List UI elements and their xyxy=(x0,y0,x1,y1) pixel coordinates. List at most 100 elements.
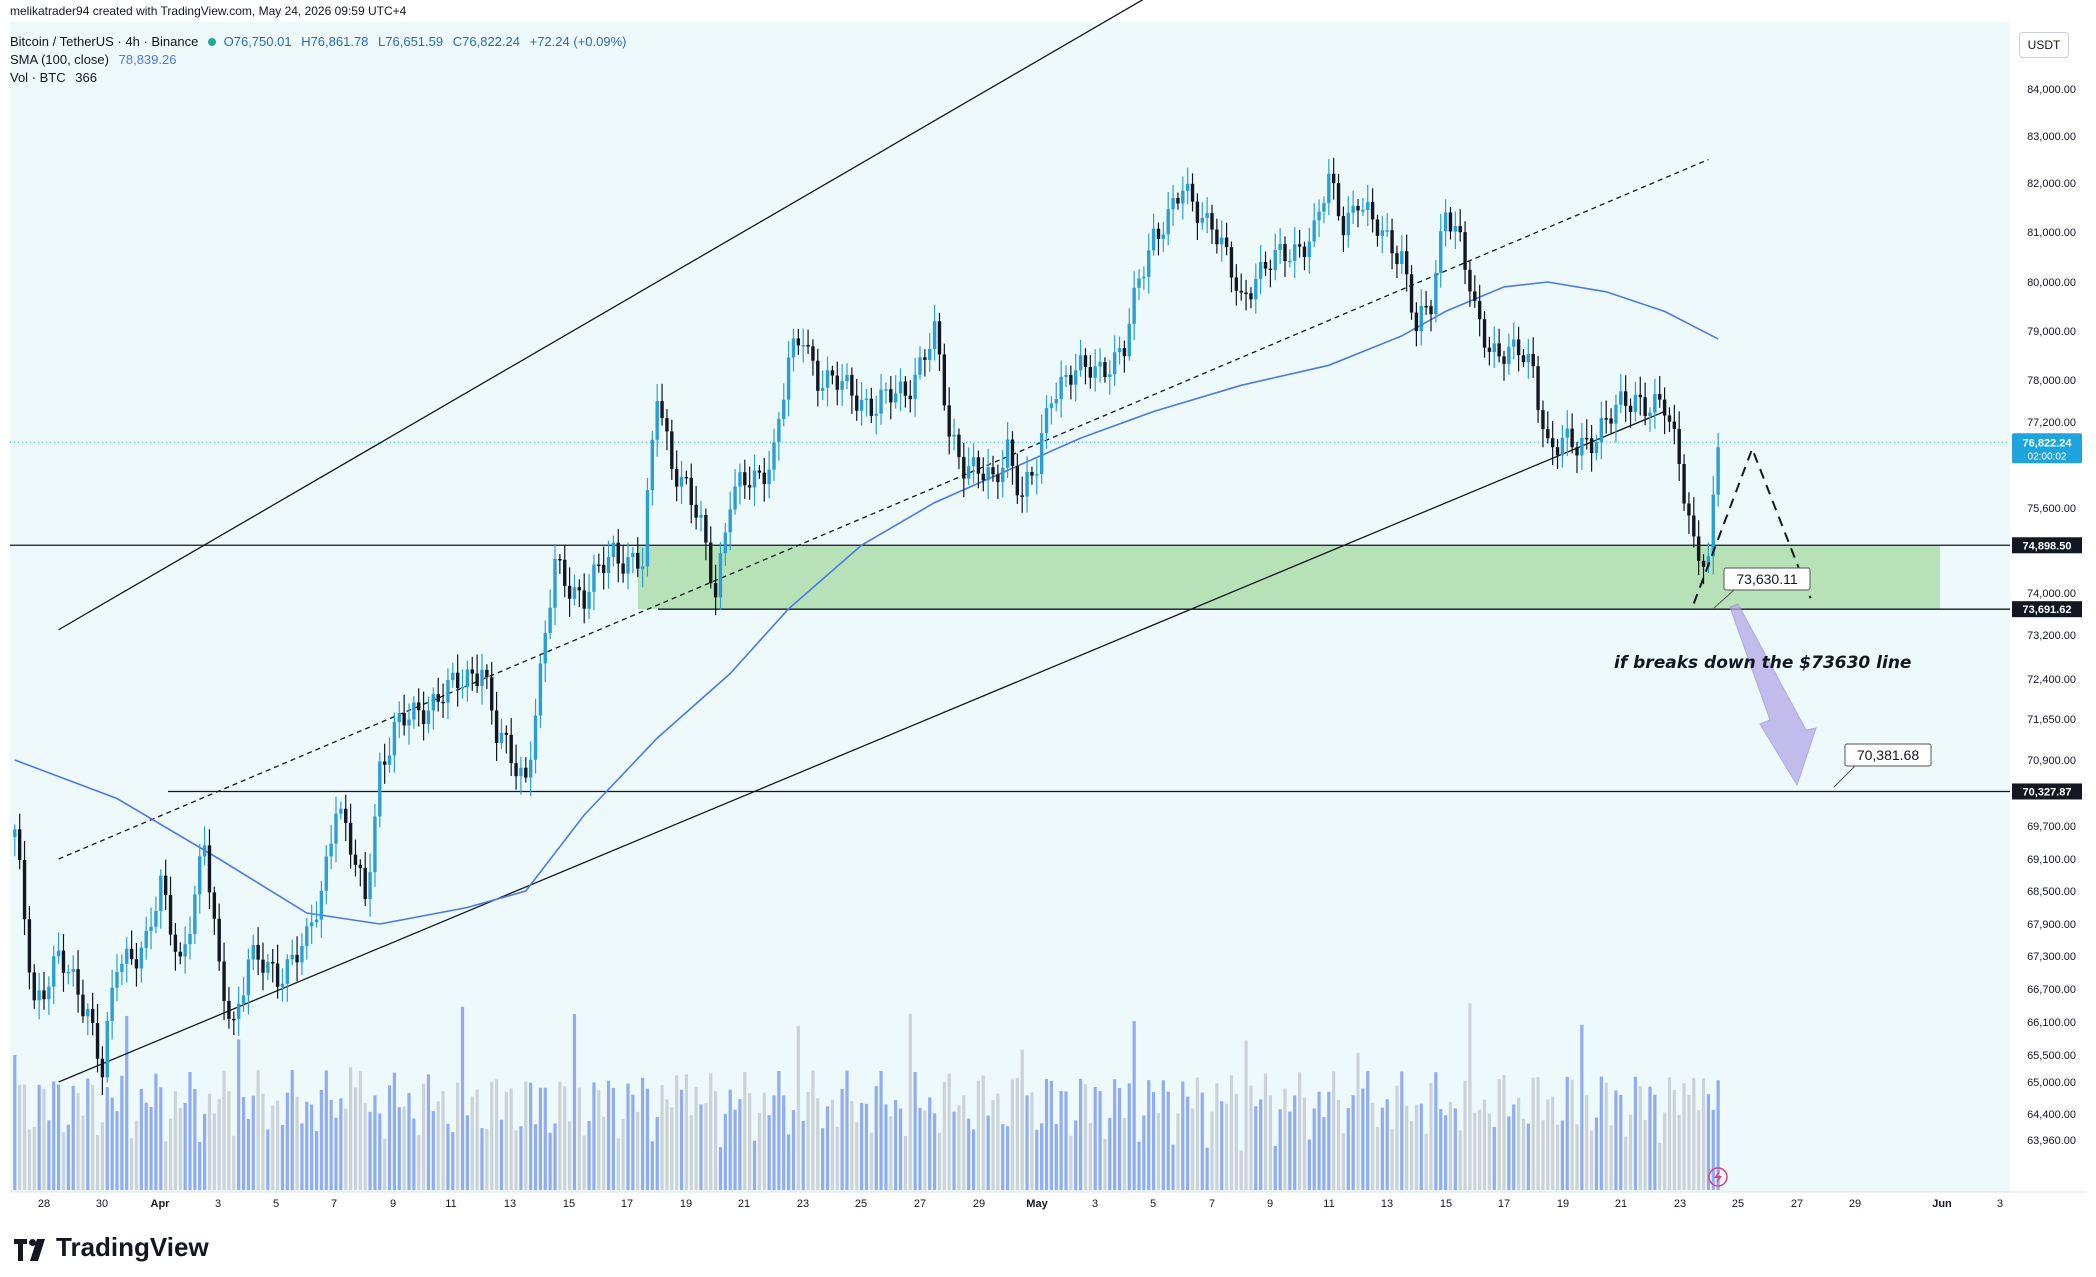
time-tick-label: 29 xyxy=(973,1198,985,1210)
volume-bar xyxy=(222,1070,226,1190)
symbol-label[interactable]: Bitcoin / TetherUS · 4h · Binance xyxy=(10,34,199,49)
currency-button[interactable]: USDT xyxy=(2019,32,2069,58)
candle-body xyxy=(1555,447,1560,456)
candle-body xyxy=(1546,429,1550,439)
volume-bar xyxy=(660,1085,664,1190)
current-price-tag xyxy=(2012,433,2082,464)
volume-bar xyxy=(568,1121,572,1190)
candle-body xyxy=(1623,391,1628,406)
time-tick-label: Jun xyxy=(1932,1198,1952,1210)
candle-body xyxy=(582,590,586,609)
volume-bar xyxy=(942,1082,946,1190)
candle-body xyxy=(1088,367,1093,378)
volume-bar xyxy=(130,1138,134,1190)
time-tick-label: 11 xyxy=(445,1198,456,1210)
volume-bar xyxy=(509,1088,513,1190)
volume-bar xyxy=(1648,1086,1652,1190)
volume-bar xyxy=(1405,1105,1409,1190)
candle-body xyxy=(592,564,596,592)
candle-body xyxy=(1448,212,1453,232)
candle-body xyxy=(1370,201,1375,220)
volume-bar xyxy=(1142,1115,1146,1190)
candle-body xyxy=(1385,230,1389,232)
volume-bar xyxy=(918,1107,922,1190)
volume-bar xyxy=(168,1118,173,1190)
time-tick-label: 3 xyxy=(215,1198,221,1210)
volume-bar xyxy=(1166,1091,1170,1190)
brand-logo[interactable]: TradingView xyxy=(14,1232,209,1263)
candle-body xyxy=(436,694,440,702)
candle-body xyxy=(1696,536,1701,561)
candle-body xyxy=(524,767,528,778)
volume-bar xyxy=(1619,1094,1623,1190)
candle-body xyxy=(1628,405,1633,413)
volume-bar xyxy=(1341,1133,1345,1190)
price-tick-label: 84,000.00 xyxy=(2027,84,2076,96)
price-axis[interactable]: 74,898.50 73,691.62 70,327.87 76,822.24 02:0… xyxy=(2012,84,2082,1147)
volume-bar xyxy=(198,1142,202,1190)
volume-bar xyxy=(1064,1091,1068,1190)
volume-bar xyxy=(387,1085,392,1190)
candle-body xyxy=(339,808,343,814)
legend-symbol-row: Bitcoin / TetherUS · 4h · Binance O76,75… xyxy=(10,34,626,49)
candle-body xyxy=(937,321,942,355)
candle-body xyxy=(1633,394,1638,413)
volume-bar xyxy=(402,1106,406,1190)
candle-body xyxy=(1171,197,1175,210)
volume-bar xyxy=(1599,1076,1603,1190)
volume-bar xyxy=(1190,1108,1195,1190)
volume-bar xyxy=(1351,1095,1355,1190)
volume-bar xyxy=(1225,1103,1229,1190)
volume-bar xyxy=(1448,1101,1453,1190)
volume-bar xyxy=(714,1091,718,1190)
volume-bar xyxy=(1215,1083,1219,1190)
candle-body xyxy=(801,345,805,347)
candle-body xyxy=(382,761,387,765)
ohlc-open: O76,750.01 xyxy=(223,34,292,49)
volume-bar xyxy=(1035,1129,1039,1190)
volume-bar xyxy=(913,1072,917,1190)
candle-body xyxy=(932,321,937,349)
time-axis[interactable]: 28 30 Apr 3 5 7 9 11 13 15 17 19 21 23 25 27 29 May 3 5 7 9 11… xyxy=(38,1198,2003,1210)
price-tick-label: 69,700.00 xyxy=(2027,821,2076,833)
volume-bar xyxy=(928,1097,932,1190)
candle-body xyxy=(1648,412,1652,417)
time-tick-label: 19 xyxy=(1557,1198,1569,1210)
candle-body xyxy=(616,542,620,564)
volume-bar xyxy=(1375,1126,1380,1190)
candle-body xyxy=(1312,220,1316,242)
candle-body xyxy=(1473,291,1477,301)
volume-bar xyxy=(543,1087,547,1190)
volume-bar xyxy=(280,1125,285,1190)
volume-bar xyxy=(1001,1124,1005,1190)
candle-body xyxy=(1609,418,1613,424)
candle-body xyxy=(1658,393,1662,400)
volume-bar xyxy=(631,1094,635,1190)
candle-body xyxy=(782,399,786,420)
volume-label[interactable]: Vol · BTC xyxy=(10,70,66,85)
candle-body xyxy=(1137,278,1141,288)
volume-bar xyxy=(514,1130,518,1190)
callout-73630-pointer xyxy=(1713,589,1735,609)
candle-body xyxy=(246,959,251,996)
volume-bar xyxy=(679,1089,684,1190)
volume-bar xyxy=(1010,1079,1015,1190)
candle-body xyxy=(679,476,684,487)
volume-bar xyxy=(1322,1117,1326,1190)
volume-bar xyxy=(13,1055,17,1190)
sma-label[interactable]: SMA (100, close) xyxy=(10,52,109,67)
candle-body xyxy=(1224,237,1229,248)
candle-body xyxy=(1117,348,1122,353)
volume-bar xyxy=(1409,1120,1414,1190)
candle-body xyxy=(791,338,796,358)
time-tick-label: 9 xyxy=(1267,1198,1273,1210)
volume-bar xyxy=(105,1087,109,1190)
time-tick-label: 30 xyxy=(96,1198,108,1210)
volume-bar xyxy=(305,1101,309,1190)
volume-bar xyxy=(1040,1123,1044,1190)
candle-body xyxy=(1127,323,1131,357)
candle-body xyxy=(996,474,1000,483)
candle-body xyxy=(305,926,309,947)
candle-body xyxy=(898,381,903,394)
